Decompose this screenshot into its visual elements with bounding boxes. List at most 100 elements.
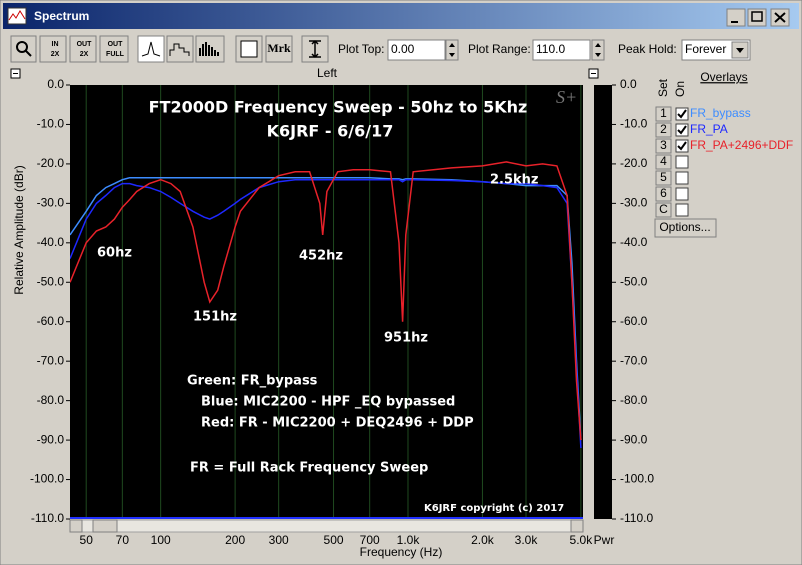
scroll-track[interactable]: [69, 519, 584, 533]
set-button[interactable]: [655, 154, 672, 170]
plot-range-spinner[interactable]: [591, 39, 605, 61]
annotation: FR = Full Rack Frequency Sweep: [190, 461, 428, 476]
power-meter: [594, 85, 612, 519]
set-header: Set: [656, 78, 670, 97]
annotation: K6JRF copyright (c) 2017: [424, 503, 564, 514]
overlays-title: Overlays: [700, 70, 747, 84]
annotation: 951hz: [384, 331, 428, 346]
annotation: 452hz: [299, 249, 343, 264]
zoom-button[interactable]: [10, 35, 37, 63]
annotation: S+: [556, 87, 577, 107]
marker-text: Mrk: [267, 41, 291, 55]
series-group: [70, 161, 582, 449]
scroll-thumb[interactable]: [92, 519, 118, 533]
annotation: Blue: MIC2200 - HPF _EQ bypassed: [201, 395, 455, 410]
x-tick-label: 200: [225, 533, 245, 547]
set-button[interactable]: [655, 106, 672, 122]
button-text: FULL: [106, 51, 125, 58]
set-button[interactable]: [655, 186, 672, 202]
marker-button[interactable]: [265, 35, 293, 63]
plot-range-value: 110.0: [536, 42, 565, 56]
y-tick-label: -80.0: [37, 393, 65, 407]
x-tick-label: 500: [324, 533, 344, 547]
power-label: Pwr: [594, 533, 615, 547]
x-tick-label: 700: [360, 533, 380, 547]
window-title: Spectrum: [34, 9, 89, 23]
x-tick-label: 3.0k: [515, 533, 539, 547]
x-tick-label: 300: [269, 533, 289, 547]
set-label: C: [659, 202, 668, 216]
plot-range-input[interactable]: [532, 39, 591, 61]
set-button[interactable]: [655, 202, 672, 218]
y-axis-title: Relative Amplitude (dBr): [12, 165, 26, 294]
set-button[interactable]: [655, 138, 672, 154]
set-button[interactable]: [655, 122, 672, 138]
y-tick-label: -40.0: [37, 235, 65, 249]
line-mode-button[interactable]: [137, 35, 165, 63]
set-label: 6: [660, 186, 667, 200]
y2-tick-label: -20.0: [620, 156, 648, 170]
check-mark: [677, 109, 687, 119]
y-tick-label: -20.0: [37, 156, 65, 170]
y2-tick-label: -90.0: [620, 432, 648, 446]
overlay-glyph: [240, 40, 258, 58]
scale-glyph: [309, 39, 321, 59]
line-mode-glyph: [141, 41, 161, 57]
series-line: [70, 178, 582, 449]
step-mode-button[interactable]: [166, 35, 194, 63]
plot-range-label: Plot Range:: [468, 42, 531, 56]
zoom-in-button[interactable]: [39, 35, 67, 63]
button-text: OUT: [108, 41, 124, 48]
bar-mode-glyph: [199, 42, 219, 56]
title-bar: [3, 3, 799, 29]
peak-hold-label: Peak Hold:: [618, 42, 677, 56]
options-button[interactable]: [654, 218, 717, 238]
y-tick-label: -110.0: [31, 511, 64, 525]
plot-top-spinner[interactable]: [445, 39, 459, 61]
minimize-button[interactable]: [726, 8, 746, 27]
annotation: Green: FR_bypass: [187, 374, 318, 389]
options-label: Options...: [659, 220, 710, 234]
series-line: [70, 161, 582, 441]
set-label: 1: [660, 106, 667, 120]
check-mark: [677, 125, 687, 135]
zoom-full-button[interactable]: [99, 35, 129, 63]
scroll-right[interactable]: [570, 519, 584, 533]
x-tick-label: 100: [151, 533, 171, 547]
channel-label: Left: [317, 66, 338, 80]
y-tick-label: -90.0: [37, 432, 65, 446]
y2-tick-label: -50.0: [620, 274, 648, 288]
on-checkbox[interactable]: [675, 203, 689, 217]
zoom-out-button[interactable]: [69, 35, 97, 63]
button-text: 2X: [80, 51, 89, 58]
plot-top-value: 0.00: [391, 42, 415, 56]
y-tick-label: -60.0: [37, 314, 65, 328]
x-tick-label: 70: [116, 533, 130, 547]
window-controls: [726, 8, 790, 27]
spinner-glyph: [595, 43, 601, 57]
button-text: 2X: [51, 51, 60, 58]
maximize-glyph: [751, 11, 763, 22]
set-button[interactable]: [655, 170, 672, 186]
y-tick-label: -100.0: [30, 472, 64, 486]
plot-area: [70, 85, 583, 519]
y2-tick-label: -110.0: [620, 511, 653, 525]
chart-subtitle: K6JRF - 6/6/17: [267, 122, 394, 141]
y-tick-label: -70.0: [37, 353, 65, 367]
scroll-left[interactable]: [69, 519, 83, 533]
overlay-name: FR_PA: [690, 122, 728, 136]
y-tick-label: -50.0: [37, 274, 65, 288]
chart-title: FT2000D Frequency Sweep - 50hz to 5Khz: [149, 98, 528, 117]
set-label: 2: [660, 122, 667, 136]
toolbar: IN 2X OUT 2X OUT FULL Mrk Plot Top: 0.00 Pl…: [10, 35, 751, 63]
y2-tick-label: -60.0: [620, 314, 648, 328]
app-icon-graph: [8, 10, 26, 21]
overlay-name: FR_bypass: [690, 106, 751, 120]
button-text: OUT: [77, 41, 93, 48]
on-checkbox[interactable]: [675, 187, 689, 201]
plot-top-input[interactable]: [387, 39, 446, 61]
plot-top-label: Plot Top:: [338, 42, 384, 56]
on-checkbox[interactable]: [675, 171, 689, 185]
on-checkbox[interactable]: [675, 155, 689, 169]
close-glyph: [774, 12, 786, 23]
